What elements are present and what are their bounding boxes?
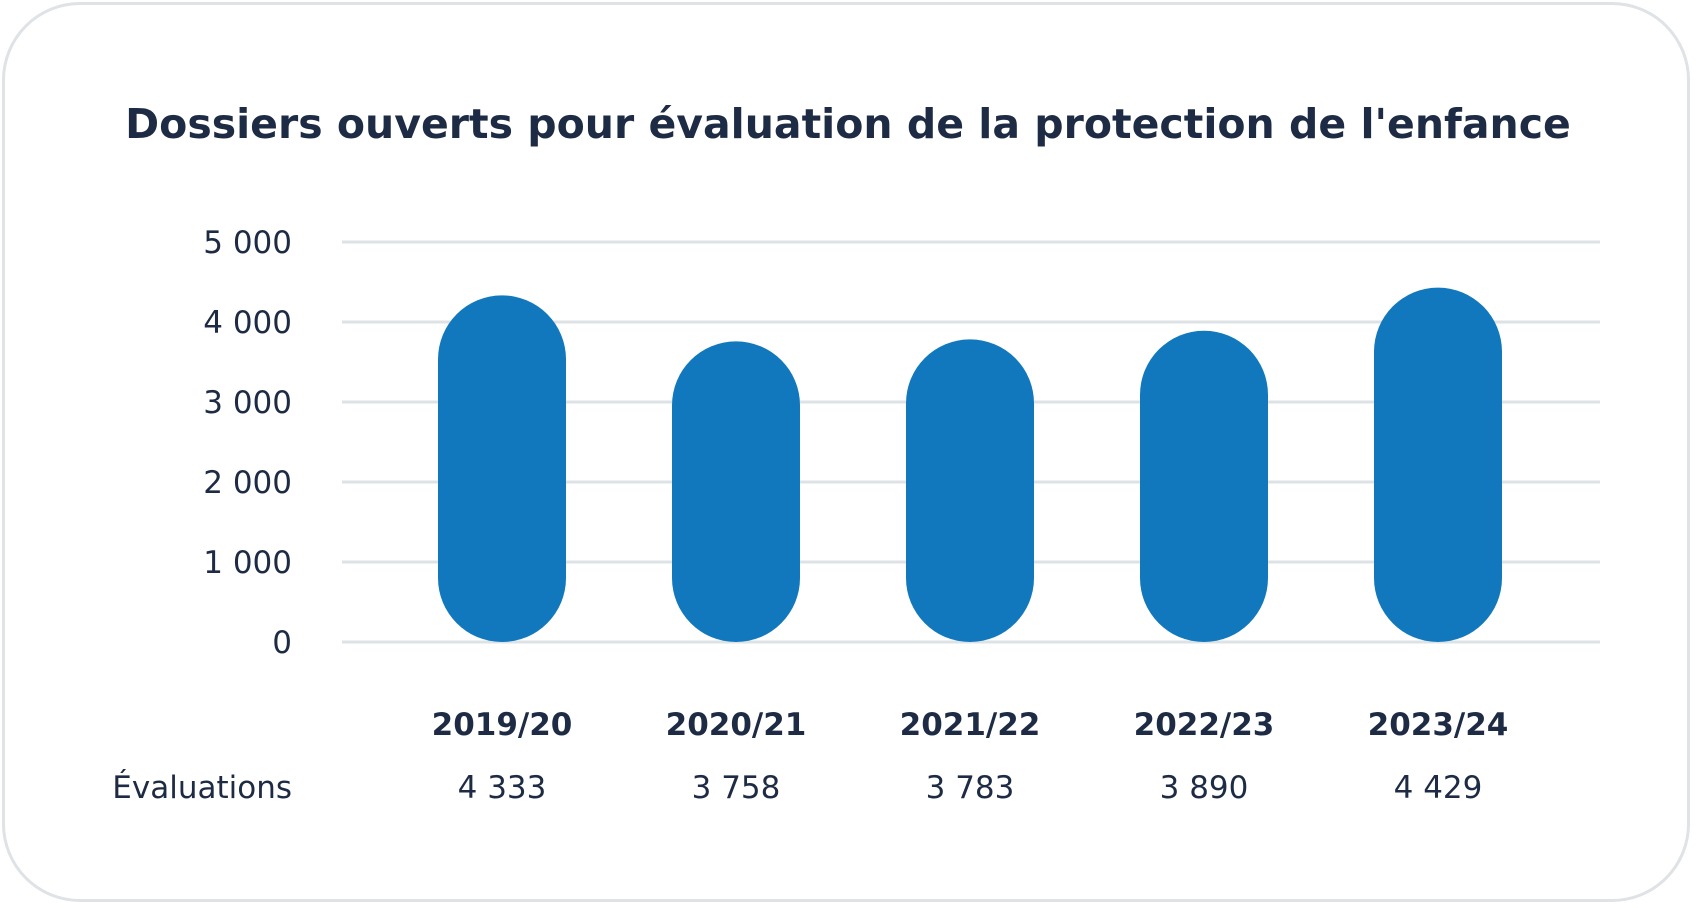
value-label: 3 890 [1160, 770, 1249, 806]
y-tick-label: 0 [272, 625, 292, 661]
y-tick-label: 2 000 [203, 465, 292, 501]
y-axis-ticks: 0 1 000 2 000 3 000 4 000 5 000 [203, 225, 292, 661]
bar [438, 295, 566, 642]
x-category-label: 2023/24 [1368, 707, 1509, 743]
x-category-label: 2019/20 [432, 707, 573, 743]
value-row: 4 333 3 758 3 783 3 890 4 429 [458, 770, 1483, 806]
bar [1140, 330, 1268, 642]
bar [672, 341, 800, 642]
value-label: 3 758 [692, 770, 781, 806]
value-label: 4 429 [1394, 770, 1483, 806]
x-axis-categories: 2019/20 2020/21 2021/22 2022/23 2023/24 [432, 707, 1509, 743]
y-tick-label: 5 000 [203, 225, 292, 261]
value-label: 4 333 [458, 770, 547, 806]
bar [906, 339, 1034, 642]
value-label: 3 783 [926, 770, 1015, 806]
x-category-label: 2022/23 [1134, 707, 1275, 743]
x-category-label: 2021/22 [900, 707, 1041, 743]
bars [438, 287, 1502, 642]
y-tick-label: 3 000 [203, 385, 292, 421]
chart-title: Dossiers ouverts pour évaluation de la p… [125, 100, 1571, 148]
bar [1374, 287, 1502, 642]
y-tick-label: 1 000 [203, 545, 292, 581]
y-tick-label: 4 000 [203, 305, 292, 341]
x-category-label: 2020/21 [666, 707, 807, 743]
value-row-label: Évaluations [112, 770, 292, 806]
